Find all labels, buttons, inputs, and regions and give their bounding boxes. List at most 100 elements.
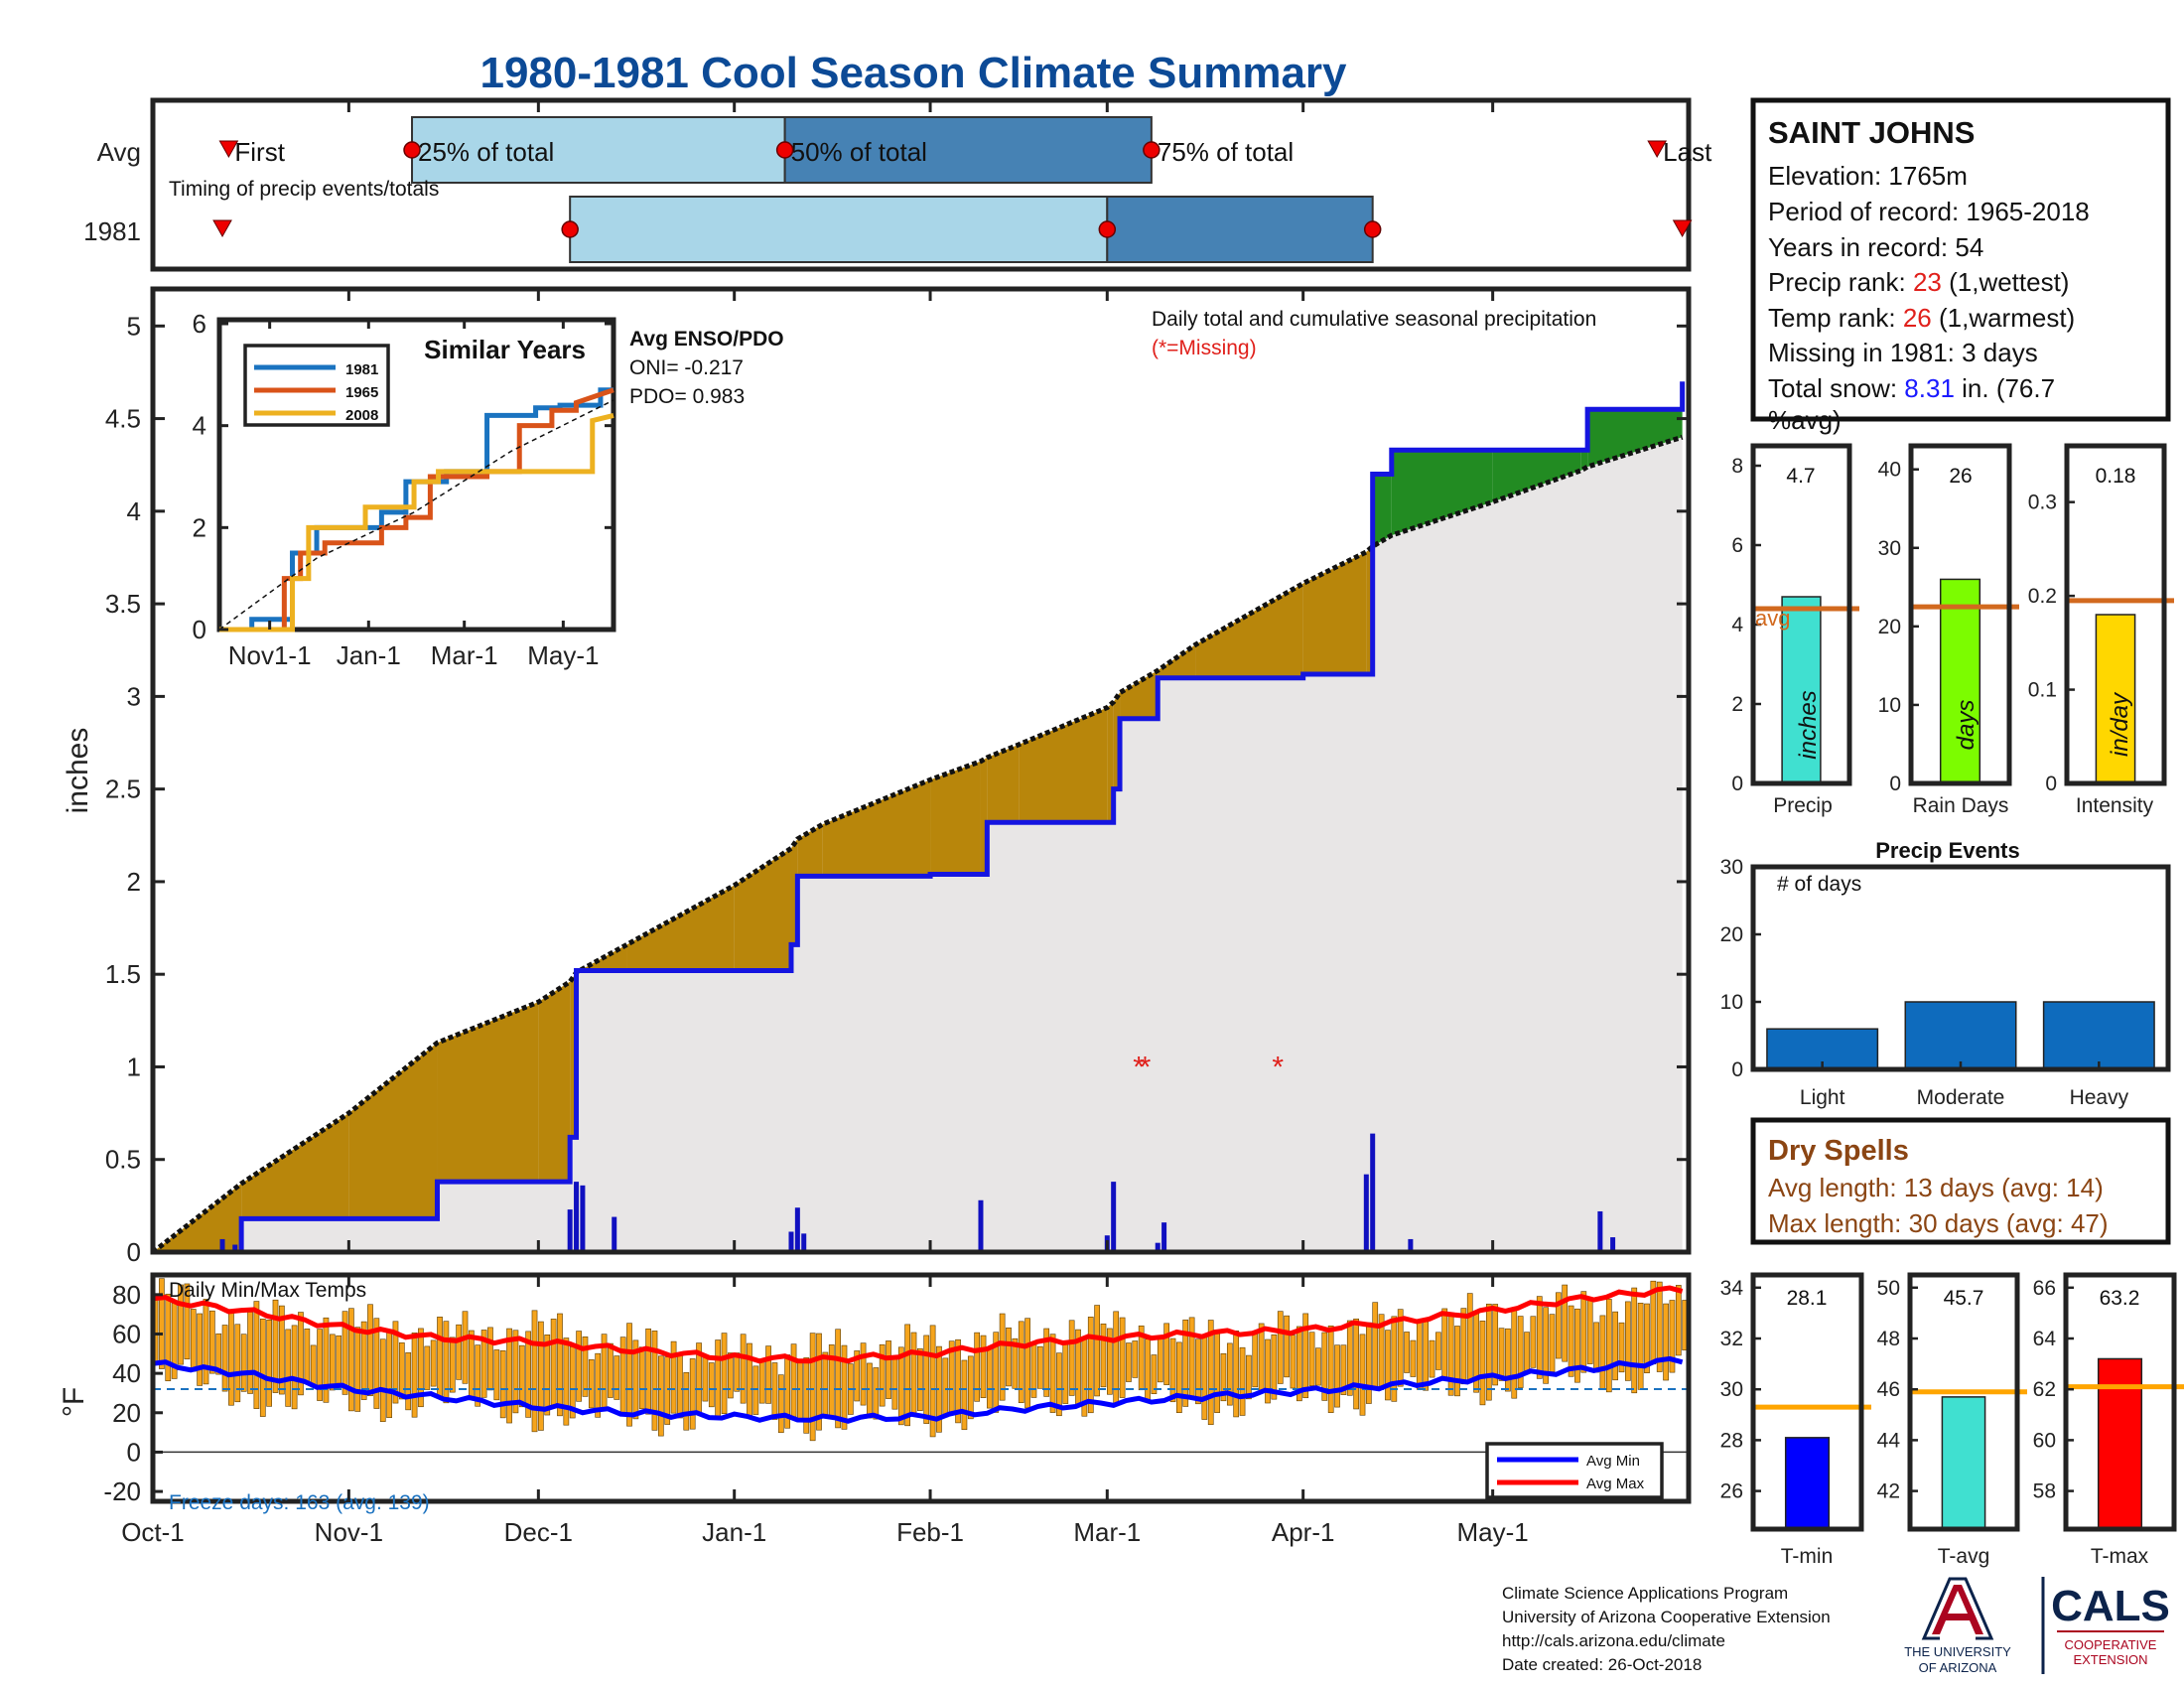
timing-row-1-marker-2 <box>1363 220 1382 238</box>
temp-day-bar-24 <box>304 1328 311 1383</box>
university-of-arizona-logo: THE UNIVERSITY OF ARIZONA <box>1904 1577 2011 1675</box>
temp-day-bar-18 <box>266 1319 272 1407</box>
timing-row-0-triangle-1 <box>1647 140 1668 159</box>
temp-day-bar-183 <box>1308 1332 1315 1386</box>
missing-marker-2: * <box>1272 1051 1284 1083</box>
temp-day-bar-169 <box>1220 1352 1227 1402</box>
temp-day-bar-227 <box>1586 1299 1593 1364</box>
timing-row-0-triangle-0 <box>218 140 239 159</box>
temp-day-bar-97 <box>765 1345 771 1404</box>
surplus-area <box>1587 409 1683 468</box>
temp-day-bar-30 <box>341 1311 348 1395</box>
temp-day-bar-131 <box>980 1335 987 1398</box>
temp-day-bar-40 <box>405 1351 412 1411</box>
tmax-summary-ytick-label-3: 64 <box>2033 1328 2057 1350</box>
temp-day-bar-46 <box>443 1321 450 1404</box>
footer: Climate Science Applications Program Uni… <box>1502 1577 2170 1675</box>
temp-day-bar-114 <box>873 1367 880 1420</box>
precip-rank-value: 23 <box>1913 267 1942 297</box>
timing-row-0-marker-2 <box>1143 141 1160 159</box>
tavg-label: T-avg <box>1938 1545 1990 1568</box>
temp-day-bar-206 <box>1454 1326 1460 1397</box>
tmax-summary-ytick-label-0: 58 <box>2033 1480 2056 1503</box>
daily-precip-bar-1 <box>232 1244 238 1252</box>
temp-day-bar-84 <box>683 1371 690 1431</box>
temp-day-bar-184 <box>1315 1347 1321 1386</box>
daily-precip-bar-15 <box>1370 1133 1376 1252</box>
temp-day-bar-167 <box>1207 1320 1214 1426</box>
temp-day-bar-142 <box>1049 1334 1056 1413</box>
precip-summary-ytick-label-2: 4 <box>1731 614 1743 636</box>
temp-day-bar-204 <box>1441 1308 1448 1381</box>
temp-day-bar-178 <box>1277 1311 1284 1384</box>
station-info-frame <box>1750 97 2171 422</box>
timing-row-1-triangle-0 <box>212 219 232 238</box>
temp-day-bar-123 <box>929 1325 936 1438</box>
temp-day-bar-203 <box>1435 1332 1441 1370</box>
temp-day-bar-221 <box>1549 1314 1556 1372</box>
deficit-area <box>538 981 571 1183</box>
temp-day-bar-53 <box>487 1327 493 1391</box>
tavg-summary-ytick-label-0: 42 <box>1877 1480 1900 1503</box>
surplus-area <box>1492 450 1581 502</box>
daily-precip-bar-11 <box>1111 1182 1117 1252</box>
temp-day-bar-108 <box>835 1329 841 1429</box>
temp-day-bar-92 <box>734 1352 741 1392</box>
temp-day-bar-48 <box>456 1324 462 1380</box>
temp-day-bar-176 <box>1265 1338 1271 1404</box>
temp-day-bar-65 <box>563 1337 570 1426</box>
tavg-summary-panel-frame <box>1907 1272 2020 1532</box>
temp-day-bar-162 <box>1176 1341 1182 1414</box>
precip-legend-title: Daily total and cumulative seasonal prec… <box>1152 308 1596 331</box>
temp-day-bar-223 <box>1562 1284 1569 1362</box>
temp-day-bar-219 <box>1536 1296 1543 1379</box>
tavg-value: 45.7 <box>1944 1287 1984 1310</box>
temp-day-bar-215 <box>1511 1309 1518 1399</box>
intensity-summary-ytick-label-0: 0 <box>2045 773 2057 795</box>
x-axis-label-4: Feb-1 <box>896 1517 964 1547</box>
temp-day-bar-201 <box>1423 1321 1430 1391</box>
inset-xtick-label-2: Mar-1 <box>431 640 498 670</box>
temp-day-bar-173 <box>1246 1354 1252 1400</box>
temp-day-bar-87 <box>702 1356 709 1402</box>
missing-marker-1: * <box>1140 1051 1152 1083</box>
precip-ytick-label-0: 0 <box>127 1237 141 1267</box>
temp-day-bar-182 <box>1302 1313 1309 1399</box>
inset-xtick-label-3: May-1 <box>527 640 599 670</box>
enso-oni: ONI= -0.217 <box>629 356 744 379</box>
temp-legend-box <box>1485 1442 1664 1499</box>
precip-plot-frame <box>150 286 1692 1255</box>
temp-day-bar-130 <box>974 1332 981 1402</box>
temp-day-bar-230 <box>1605 1299 1612 1393</box>
raindays-summary-panel-frame <box>1908 443 2012 786</box>
cumulative-lines <box>151 381 1686 1255</box>
station-info-panel: SAINT JOHNS Elevation: 1765m Period of r… <box>1750 97 2171 435</box>
temp-day-bar-240 <box>1669 1300 1676 1373</box>
temp-day-bar-190 <box>1353 1318 1359 1410</box>
precip-rank-suffix: (1,wettest) <box>1942 267 2070 297</box>
deficit-area <box>1158 644 1196 678</box>
temp-day-bar-36 <box>379 1338 386 1423</box>
daily-precip-bar-4 <box>580 1185 586 1252</box>
x-axis-label-6: Apr-1 <box>1272 1517 1335 1547</box>
temp-day-bar-119 <box>904 1324 910 1427</box>
inset-legend-1981: 1981 <box>345 361 378 378</box>
temp-day-bar-154 <box>1126 1342 1132 1382</box>
x-axis-label-7: May-1 <box>1457 1517 1529 1547</box>
temp-day-bar-172 <box>1239 1346 1246 1416</box>
precip-summary-panel-frame <box>1750 443 1852 786</box>
temp-day-bar-217 <box>1524 1332 1530 1371</box>
precip-summary-ytick-label-3: 6 <box>1731 534 1743 557</box>
temp-day-bar-197 <box>1397 1309 1404 1387</box>
temp-ytick-label-2: 40 <box>112 1358 141 1388</box>
temp-day-bar-94 <box>747 1342 752 1418</box>
temp-day-bar-88 <box>708 1362 715 1408</box>
temp-day-bar-191 <box>1359 1334 1366 1416</box>
events-ytick-label-2: 20 <box>1720 923 1743 946</box>
deficit-area <box>1302 551 1367 674</box>
timing-p50-label: 50% of total <box>791 137 927 167</box>
precip-summary-value: 4.7 <box>1786 465 1815 488</box>
raindays-unit-label: days <box>1953 700 1979 751</box>
temp-day-bar-153 <box>1119 1317 1126 1398</box>
inset-ytick-label-1: 2 <box>193 512 206 542</box>
